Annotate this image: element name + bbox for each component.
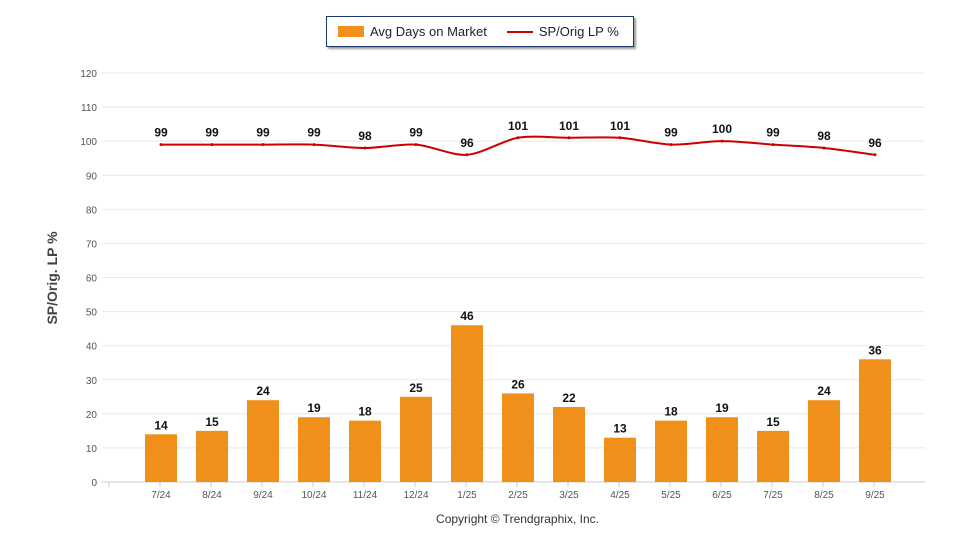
bar-data-label: 46 xyxy=(460,309,474,323)
line-point xyxy=(363,146,367,150)
legend-bar-label: Avg Days on Market xyxy=(370,24,487,39)
line-point xyxy=(873,153,877,157)
y-axis-label: SP/Orig. LP % xyxy=(44,231,60,325)
line-data-label: 98 xyxy=(817,129,831,143)
bar-data-label: 19 xyxy=(307,401,321,415)
bar-data-label: 19 xyxy=(715,401,729,415)
x-tick-label: 6/25 xyxy=(712,490,732,501)
line-data-label: 99 xyxy=(409,126,423,140)
line-point xyxy=(822,146,826,150)
bar-data-label: 24 xyxy=(817,384,831,398)
line-data-label: 96 xyxy=(460,136,474,150)
bar xyxy=(196,430,228,482)
line-point xyxy=(720,139,724,143)
line-data-label: 99 xyxy=(205,126,219,140)
x-tick-label: 11/24 xyxy=(353,490,378,501)
bar xyxy=(808,400,840,482)
legend-bar-swatch xyxy=(338,26,364,37)
x-tick-label: 8/25 xyxy=(814,490,834,501)
bar-data-label: 18 xyxy=(664,405,678,419)
bar-data-label: 26 xyxy=(511,377,525,391)
line-point xyxy=(312,143,316,147)
x-tick-label: 8/24 xyxy=(202,490,222,501)
bar xyxy=(145,434,177,482)
line-point xyxy=(465,153,469,157)
bar-data-label: 22 xyxy=(562,391,576,405)
y-tick-label: 90 xyxy=(86,171,98,182)
line-data-label: 101 xyxy=(559,119,579,133)
y-tick-label: 70 xyxy=(86,239,98,250)
bar xyxy=(400,396,432,482)
bar-data-label: 24 xyxy=(256,384,270,398)
line-point xyxy=(516,136,520,140)
y-tick-label: 20 xyxy=(86,410,98,421)
line-point xyxy=(618,136,622,140)
line-data-label: 101 xyxy=(610,119,630,133)
x-tick-label: 10/24 xyxy=(301,490,326,501)
bar xyxy=(502,393,534,482)
y-tick-label: 80 xyxy=(86,205,98,216)
y-tick-label: 10 xyxy=(86,444,98,455)
bar xyxy=(604,437,636,482)
bar xyxy=(655,420,687,482)
bar-data-label: 14 xyxy=(154,418,168,432)
x-tick-label: 7/25 xyxy=(763,490,783,501)
line-data-label: 96 xyxy=(868,136,882,150)
x-tick-label: 2/25 xyxy=(508,490,528,501)
bar xyxy=(553,407,585,482)
line-data-label: 99 xyxy=(307,126,321,140)
line-data-label: 99 xyxy=(766,126,780,140)
line-data-label: 98 xyxy=(358,129,372,143)
bar xyxy=(451,325,483,482)
line-point xyxy=(771,143,775,147)
legend: Avg Days on Market SP/Orig LP % xyxy=(326,16,634,47)
bar xyxy=(247,400,279,482)
y-tick-label: 100 xyxy=(80,137,97,148)
line-point xyxy=(567,136,571,140)
bar xyxy=(706,417,738,482)
bar-data-label: 13 xyxy=(613,422,627,436)
bar xyxy=(349,420,381,482)
x-tick-label: 9/25 xyxy=(865,490,885,501)
x-tick-label: 12/24 xyxy=(403,490,428,501)
y-tick-label: 30 xyxy=(86,376,98,387)
y-tick-label: 60 xyxy=(86,274,98,285)
bar xyxy=(859,359,891,482)
bar-data-label: 36 xyxy=(868,343,882,357)
line-data-label: 101 xyxy=(508,119,528,133)
line-point xyxy=(261,143,265,147)
bar xyxy=(757,430,789,482)
line-point xyxy=(159,143,163,147)
x-tick-label: 9/24 xyxy=(253,490,273,501)
line-point xyxy=(210,143,214,147)
x-tick-label: 1/25 xyxy=(457,490,477,501)
y-tick-label: 50 xyxy=(86,308,98,319)
bar-data-label: 18 xyxy=(358,405,372,419)
y-tick-label: 0 xyxy=(91,478,97,489)
line-data-label: 99 xyxy=(664,126,678,140)
x-tick-label: 3/25 xyxy=(559,490,579,501)
y-tick-label: 110 xyxy=(81,103,97,114)
y-tick-label: 120 xyxy=(80,69,97,80)
line-data-label: 100 xyxy=(712,122,732,136)
copyright: Copyright © Trendgraphix, Inc. xyxy=(436,512,599,526)
bar-data-label: 15 xyxy=(205,415,219,429)
bar xyxy=(298,417,330,482)
x-tick-label: 4/25 xyxy=(610,490,630,501)
legend-line-label: SP/Orig LP % xyxy=(538,24,619,39)
x-tick-label: 7/24 xyxy=(151,490,171,501)
line-point xyxy=(414,143,418,147)
bar-data-label: 15 xyxy=(766,415,780,429)
y-tick-label: 40 xyxy=(86,342,98,353)
x-tick-label: 5/25 xyxy=(661,490,681,501)
legend-line-swatch xyxy=(506,30,533,33)
line-data-label: 99 xyxy=(154,126,168,140)
line-point xyxy=(669,143,673,147)
line-data-label: 99 xyxy=(256,126,270,140)
bar-data-label: 25 xyxy=(409,381,423,395)
